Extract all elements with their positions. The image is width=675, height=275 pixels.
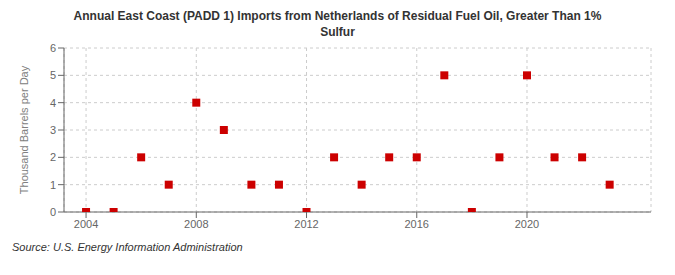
svg-text:2012: 2012	[294, 218, 318, 230]
svg-text:5: 5	[50, 69, 56, 81]
svg-text:Thousand Barrels per Day: Thousand Barrels per Day	[18, 65, 30, 194]
svg-text:2004: 2004	[74, 218, 98, 230]
svg-text:2008: 2008	[184, 218, 208, 230]
svg-text:4: 4	[50, 97, 56, 109]
svg-text:6: 6	[50, 42, 56, 54]
html-text:Sulfur: Sulfur	[320, 25, 355, 39]
svg-text:1: 1	[50, 179, 56, 191]
svg-text:2: 2	[50, 151, 56, 163]
svg-text:0: 0	[50, 206, 56, 218]
html-text:Source: U.S. Energy Informatio: Source: U.S. Energy Information Administ…	[12, 241, 243, 253]
svg-text:2020: 2020	[515, 218, 539, 230]
html-text:Annual East Coast (PADD 1) Imp: Annual East Coast (PADD 1) Imports from …	[73, 9, 602, 23]
svg-text:3: 3	[50, 124, 56, 136]
svg-text:2016: 2016	[405, 218, 429, 230]
